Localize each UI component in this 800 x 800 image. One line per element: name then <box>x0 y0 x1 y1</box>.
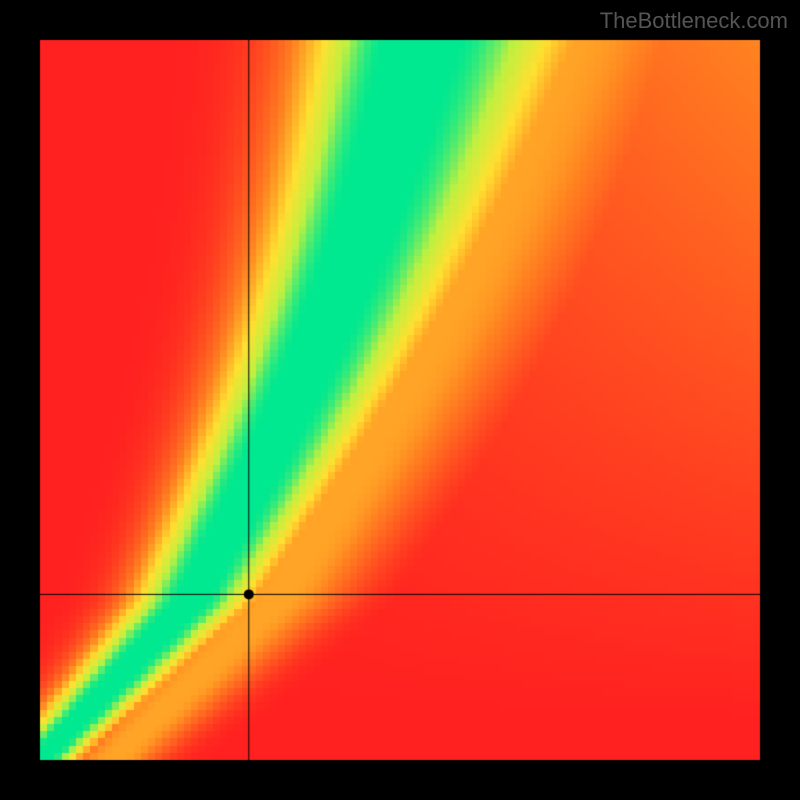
watermark-text: TheBottleneck.com <box>600 8 788 34</box>
chart-container: TheBottleneck.com <box>0 0 800 800</box>
heatmap-canvas <box>0 0 800 800</box>
